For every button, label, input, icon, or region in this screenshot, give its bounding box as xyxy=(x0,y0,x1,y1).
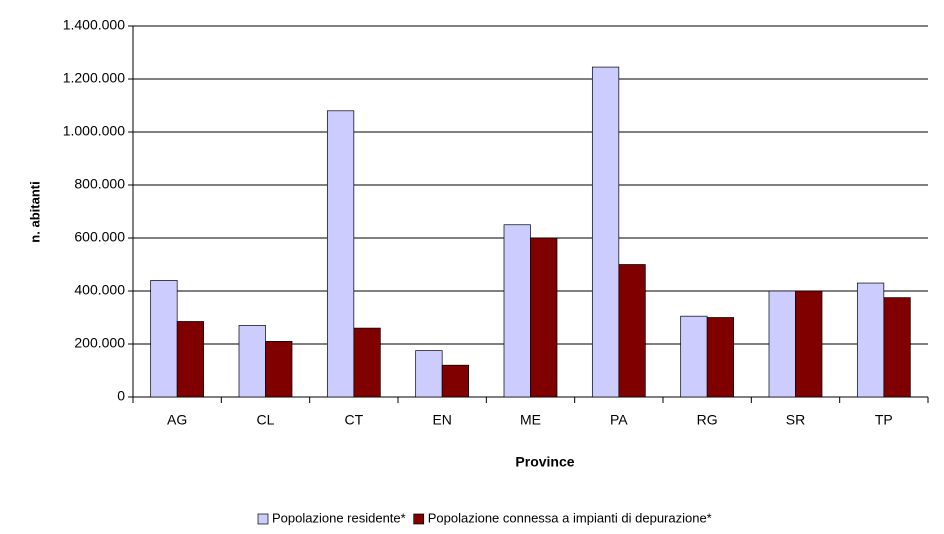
bar xyxy=(530,237,558,398)
y-tick-label: 1.200.000 xyxy=(63,70,125,86)
x-tick-label: EN xyxy=(432,412,451,428)
bar xyxy=(768,290,796,398)
x-axis-label: Province xyxy=(515,454,574,470)
bar xyxy=(326,110,355,398)
y-tick-label: 1.000.000 xyxy=(63,123,125,139)
y-tick-label: 400.000 xyxy=(74,282,125,298)
bar xyxy=(680,315,708,398)
bar xyxy=(618,264,646,398)
bar xyxy=(706,317,735,398)
bar xyxy=(795,290,823,398)
y-tick-label: 1.400.000 xyxy=(63,17,125,33)
x-tick-label: PA xyxy=(610,412,628,428)
y-tick-label: 200.000 xyxy=(74,335,125,351)
bar xyxy=(415,350,443,398)
legend-label: Popolazione residente* xyxy=(272,510,406,525)
x-tick-label: RG xyxy=(697,412,718,428)
legend-swatch xyxy=(413,513,425,525)
bar xyxy=(238,325,266,398)
legend-swatch xyxy=(257,513,269,525)
bar xyxy=(856,282,885,398)
bar xyxy=(441,364,470,398)
bar xyxy=(150,280,178,398)
y-tick-label: 600.000 xyxy=(74,229,125,245)
legend-label: Popolazione connessa a impianti di depur… xyxy=(428,510,712,525)
bar xyxy=(503,224,531,398)
bar xyxy=(883,297,911,398)
bar xyxy=(591,66,620,398)
bar xyxy=(353,327,381,398)
bar xyxy=(265,341,293,398)
x-tick-label: TP xyxy=(875,412,893,428)
x-tick-label: CT xyxy=(344,412,363,428)
x-tick-label: ME xyxy=(520,412,541,428)
y-axis-label: n. abitanti xyxy=(27,181,42,242)
x-tick-label: SR xyxy=(786,412,805,428)
y-tick-label: 0 xyxy=(117,388,125,404)
x-tick-label: CL xyxy=(257,412,275,428)
x-tick-label: AG xyxy=(167,412,187,428)
bar xyxy=(176,321,205,398)
y-tick-label: 800.000 xyxy=(74,176,125,192)
